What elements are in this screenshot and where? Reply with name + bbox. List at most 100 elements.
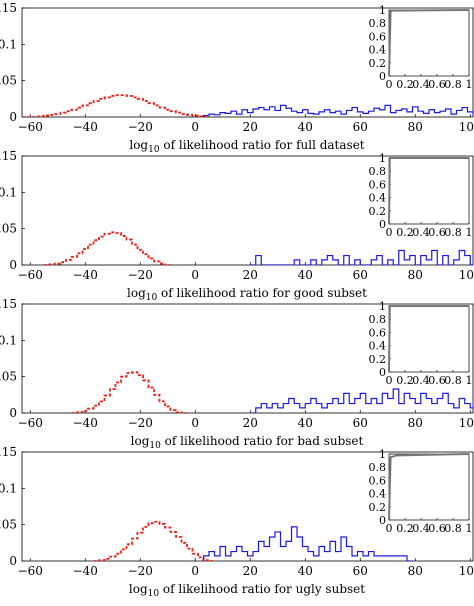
inset-x-tick-label: 0.4: [412, 374, 430, 387]
panel-4: .150.1.050−60−40−20020406080100log10 of …: [0, 445, 474, 599]
inset-y-tick-label: 0.8: [369, 165, 387, 178]
inset-curve: [388, 9, 470, 77]
x-tick-label: 80: [408, 564, 423, 578]
histogram-bad-series: [93, 520, 215, 561]
inset-x-tick-label: 0: [386, 374, 393, 387]
y-tick-label: .05: [0, 370, 17, 384]
inset-y-tick-label: 1: [379, 300, 386, 313]
inset-y-tick-label: 0: [379, 218, 386, 231]
x-tick-label: 20: [243, 120, 258, 134]
y-tick-label: .15: [0, 149, 17, 163]
histogram-good-series: [250, 388, 473, 413]
inset-curve: [388, 157, 469, 225]
y-tick-label: 0.1: [0, 37, 17, 51]
x-tick-label: −20: [128, 564, 153, 578]
x-tick-label: 80: [408, 268, 423, 282]
x-tick-label: 100: [459, 416, 474, 430]
plot-frame: [21, 155, 474, 266]
histogram-good-series: [202, 104, 473, 117]
inset-x-tick-label: 0.4: [412, 226, 430, 239]
inset-x-tick-label: 0.8: [444, 78, 462, 91]
x-tick-label: 40: [298, 564, 313, 578]
x-tick-label: 60: [353, 564, 368, 578]
inset-x-tick-label: 0: [386, 78, 393, 91]
inset-x-tick-label: 0.2: [396, 226, 414, 239]
x-axis-label: log10 of likelihood ratio for ugly subse…: [129, 582, 365, 599]
inset-x-tick-label: 0.4: [412, 522, 430, 535]
x-tick-label: 60: [353, 268, 368, 282]
x-tick-label: −40: [73, 564, 98, 578]
inset-x-tick-label: 0.2: [396, 522, 414, 535]
x-tick-label: 60: [353, 416, 368, 430]
histogram-good-series: [202, 526, 413, 561]
inset-y-tick-label: 0: [379, 514, 386, 527]
histogram-bad-series: [44, 231, 171, 265]
inset-x-tick-label: 0.4: [412, 78, 430, 91]
x-tick-label: −60: [18, 564, 43, 578]
inset-y-tick-label: 1: [379, 448, 386, 461]
x-tick-label: −20: [128, 120, 153, 134]
inset-frame: [388, 305, 470, 373]
x-tick-label: 40: [298, 268, 313, 282]
x-tick-label: −40: [73, 268, 98, 282]
inset-y-tick-label: 0.2: [369, 501, 387, 514]
x-tick-label: 100: [459, 120, 474, 134]
inset-curve: [388, 453, 470, 521]
x-tick-label: 0: [191, 268, 199, 282]
inset-y-tick-label: 0.2: [369, 57, 387, 70]
inset-x-tick-label: 0.2: [396, 374, 414, 387]
x-tick-label: 100: [459, 564, 474, 578]
panel-1: .150.1.050−60−40−20020406080100log10 of …: [0, 1, 474, 155]
inset-x-tick-label: 0.6: [428, 78, 446, 91]
x-tick-label: 0: [191, 120, 199, 134]
inset-x-tick-label: 1: [466, 522, 473, 535]
inset-x-tick-label: 0.8: [444, 374, 462, 387]
panel-2: .150.1.050−60−40−20020406080100log10 of …: [0, 149, 474, 303]
x-tick-label: −60: [18, 416, 43, 430]
y-tick-label: .15: [0, 1, 17, 15]
inset-x-tick-label: 0.6: [428, 522, 446, 535]
inset-y-tick-label: 0: [379, 366, 386, 379]
x-tick-label: −60: [18, 268, 43, 282]
y-tick-label: .05: [0, 74, 17, 88]
inset-plot: 10.80.60.40.200 0.20.40.60.8 1: [369, 152, 473, 239]
inset-x-tick-label: 0.6: [428, 374, 446, 387]
x-tick-label: −20: [128, 416, 153, 430]
inset-x-tick-label: 1: [466, 374, 473, 387]
inset-x-tick-label: 0.2: [396, 78, 414, 91]
inset-y-tick-label: 0.4: [369, 192, 387, 205]
inset-y-tick-label: 0: [379, 70, 386, 83]
y-tick-label: 0.1: [0, 333, 17, 347]
inset-x-tick-label: 1: [466, 226, 473, 239]
panel-3: .150.1.050−60−40−20020406080100log10 of …: [0, 297, 474, 451]
histogram-bad-series: [71, 371, 187, 413]
plot-frame: [21, 7, 474, 118]
y-tick-label: 0: [9, 406, 17, 420]
inset-y-tick-label: 0.8: [369, 461, 387, 474]
inset-frame: [388, 453, 470, 521]
inset-x-tick-label: 0: [386, 522, 393, 535]
x-tick-label: 80: [408, 416, 423, 430]
inset-y-tick-label: 0.4: [369, 488, 387, 501]
histogram-good-series: [250, 249, 473, 265]
inset-y-tick-label: 0.6: [369, 178, 387, 191]
y-tick-label: .05: [0, 222, 17, 236]
x-tick-label: 40: [298, 120, 313, 134]
y-tick-label: .05: [0, 518, 17, 532]
inset-plot: 10.80.60.40.200 0.20.40.60.8 1: [369, 448, 473, 535]
inset-x-tick-label: 0: [386, 226, 393, 239]
inset-y-tick-label: 0.8: [369, 17, 387, 30]
inset-x-tick-label: 0.6: [428, 226, 446, 239]
x-tick-label: 20: [243, 268, 258, 282]
inset-y-tick-label: 0.6: [369, 326, 387, 339]
inset-y-tick-label: 0.2: [369, 353, 387, 366]
x-tick-label: 0: [191, 416, 199, 430]
y-tick-label: .15: [0, 445, 17, 459]
y-tick-label: .15: [0, 297, 17, 311]
x-tick-label: 100: [459, 268, 474, 282]
inset-y-tick-label: 0.4: [369, 44, 387, 57]
inset-y-tick-label: 0.8: [369, 313, 387, 326]
y-tick-label: 0: [9, 554, 17, 568]
inset-plot: 10.80.60.40.200 0.20.40.60.8 1: [369, 4, 473, 91]
